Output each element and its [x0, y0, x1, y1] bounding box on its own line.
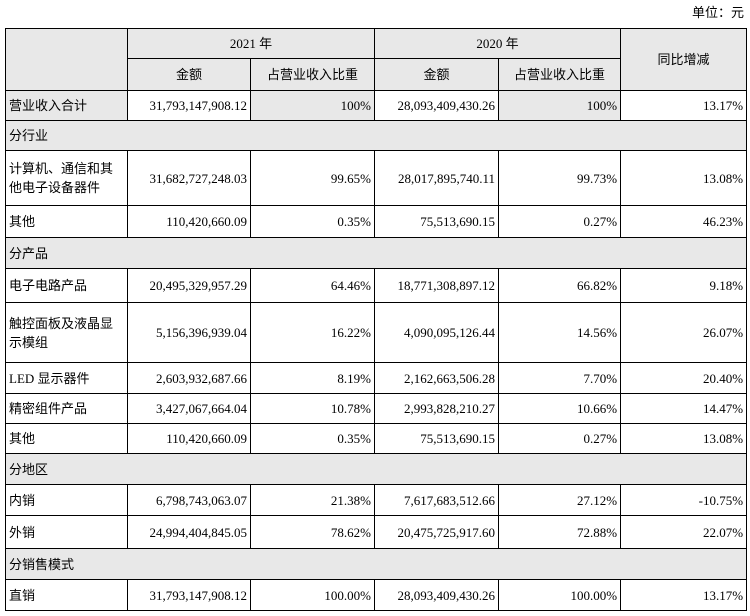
value-cell: 4,090,095,126.44 — [374, 302, 500, 363]
row-label: 计算机、通信和其他电子设备器件 — [5, 150, 128, 206]
row-label: 内销 — [5, 484, 128, 516]
value-cell: 64.46% — [249, 268, 376, 303]
header-cell: 金额 — [127, 58, 251, 91]
value-cell: 78.62% — [249, 515, 376, 549]
value-cell: 99.65% — [249, 150, 376, 206]
value-cell: 22.07% — [620, 515, 748, 549]
value-cell: 13.17% — [620, 579, 748, 611]
data-row: 其他 110,420,660.09 0.35% 75,513,690.15 0.27% 1… — [5, 423, 748, 454]
value-cell: 6,798,743,063.07 — [127, 484, 251, 516]
header-cell: 金额 — [374, 58, 500, 91]
value-cell: 28,017,895,740.11 — [374, 150, 500, 206]
value-cell: 31,793,147,908.12 — [127, 90, 251, 121]
row-label: 营业收入合计 — [5, 90, 128, 121]
value-cell: 26.07% — [620, 302, 748, 363]
data-row: 营业收入合计 31,793,147,908.12 100% 28,093,409,43… — [5, 90, 748, 121]
row-label: 触控面板及液晶显示模组 — [5, 302, 128, 363]
header-row: 2021 年 2020 年 同比增减 — [5, 28, 748, 91]
section-row: 分行业 — [4, 120, 748, 151]
value-cell: 16.22% — [249, 302, 376, 363]
value-cell: 13.17% — [620, 90, 748, 121]
value-cell: 100% — [498, 90, 622, 121]
row-label: LED 显示器件 — [5, 362, 128, 394]
value-cell: 24,994,404,845.05 — [127, 515, 251, 549]
row-label: 精密组件产品 — [5, 393, 128, 424]
value-cell: 9.18% — [620, 268, 748, 303]
unit-label: 单位：元 — [691, 5, 744, 20]
data-row: 直销 31,793,147,908.12 100.00% 28,093,409,430… — [5, 579, 748, 611]
value-cell: 28,093,409,430.26 — [374, 579, 500, 611]
value-cell: 0.35% — [249, 205, 376, 238]
revenue-table: 2021 年 2020 年 同比增减 金额 占营业收入比重 金额 占营业收入比重… — [4, 28, 748, 611]
section-cell: 分销售模式 — [4, 548, 748, 580]
value-cell: 2,162,663,506.28 — [374, 362, 500, 394]
value-cell: -10.75% — [620, 484, 748, 516]
section-row: 分销售模式 — [4, 548, 748, 580]
header-cell: 占营业收入比重 — [498, 58, 622, 91]
value-cell: 13.08% — [620, 423, 748, 454]
value-cell: 0.27% — [498, 205, 622, 238]
value-cell: 100% — [249, 90, 376, 121]
row-label: 其他 — [5, 423, 128, 454]
value-cell: 100.00% — [249, 579, 376, 611]
value-cell: 20,475,725,917.60 — [374, 515, 500, 549]
value-cell: 10.78% — [249, 393, 376, 424]
section-row: 分地区 — [4, 453, 748, 485]
header-cell: 2020 年 — [374, 28, 622, 59]
value-cell: 5,156,396,939.04 — [127, 302, 251, 363]
section-cell: 分行业 — [4, 120, 748, 151]
data-row: 计算机、通信和其他电子设备器件 31,682,727,248.03 99.65% 28… — [5, 150, 748, 206]
data-row: 触控面板及液晶显示模组 5,156,396,939.04 16.22% 4,090,0… — [5, 302, 748, 363]
header-cell: 同比增减 — [620, 28, 748, 91]
value-cell: 20.40% — [620, 362, 748, 394]
value-cell: 72.88% — [498, 515, 622, 549]
row-label: 电子电路产品 — [5, 268, 128, 303]
value-cell: 20,495,329,957.29 — [127, 268, 251, 303]
data-row: 外销 24,994,404,845.05 78.62% 20,475,725,917.… — [5, 515, 748, 549]
data-row: 电子电路产品 20,495,329,957.29 64.46% 18,771,308,… — [5, 268, 748, 303]
value-cell: 18,771,308,897.12 — [374, 268, 500, 303]
data-row: 其他 110,420,660.09 0.35% 75,513,690.15 0.27% 4… — [5, 205, 748, 238]
value-cell: 99.73% — [498, 150, 622, 206]
value-cell: 31,793,147,908.12 — [127, 579, 251, 611]
data-row: 内销 6,798,743,063.07 21.38% 7,617,683,512.66… — [5, 484, 748, 516]
value-cell: 10.66% — [498, 393, 622, 424]
value-cell: 2,603,932,687.66 — [127, 362, 251, 394]
value-cell: 28,093,409,430.26 — [374, 90, 500, 121]
value-cell: 0.27% — [498, 423, 622, 454]
header-cell: 占营业收入比重 — [249, 58, 376, 91]
value-cell: 8.19% — [249, 362, 376, 394]
value-cell: 100.00% — [498, 579, 622, 611]
value-cell: 2,993,828,210.27 — [374, 393, 500, 424]
value-cell: 66.82% — [498, 268, 622, 303]
row-label: 直销 — [5, 579, 128, 611]
value-cell: 75,513,690.15 — [374, 423, 500, 454]
section-cell: 分产品 — [4, 237, 748, 269]
value-cell: 31,682,727,248.03 — [127, 150, 251, 206]
value-cell: 27.12% — [498, 484, 622, 516]
header-cell: 2021 年 — [126, 28, 376, 59]
value-cell: 14.47% — [620, 393, 748, 424]
value-cell: 0.35% — [249, 423, 376, 454]
value-cell: 110,420,660.09 — [127, 205, 251, 238]
value-cell: 14.56% — [498, 302, 622, 363]
data-row: 精密组件产品 3,427,067,664.04 10.78% 2,993,828,21… — [5, 393, 748, 424]
data-row: LED 显示器件 2,603,932,687.66 8.19% 2,162,663,5… — [5, 362, 748, 394]
header-row: 金额 占营业收入比重 金额 占营业收入比重 — [6, 58, 747, 91]
value-cell: 75,513,690.15 — [374, 205, 500, 238]
row-label: 外销 — [5, 515, 128, 549]
section-row: 分产品 — [4, 237, 748, 269]
value-cell: 46.23% — [620, 205, 748, 238]
value-cell: 110,420,660.09 — [127, 423, 251, 454]
value-cell: 13.08% — [620, 150, 748, 206]
row-label: 其他 — [5, 205, 128, 238]
value-cell: 7.70% — [498, 362, 622, 394]
value-cell: 3,427,067,664.04 — [127, 393, 251, 424]
value-cell: 21.38% — [249, 484, 376, 516]
header-cell — [5, 28, 128, 91]
value-cell: 7,617,683,512.66 — [374, 484, 500, 516]
section-cell: 分地区 — [4, 453, 748, 485]
